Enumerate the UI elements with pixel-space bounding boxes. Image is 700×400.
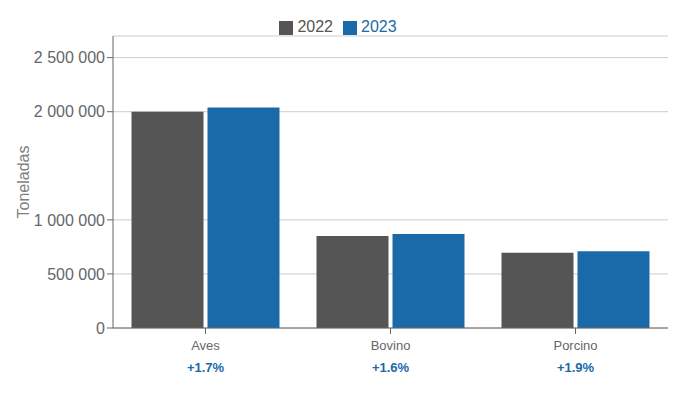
svg-text:1 000 000: 1 000 000	[34, 212, 105, 229]
svg-text:0: 0	[96, 320, 105, 337]
svg-text:+1.7%: +1.7%	[187, 360, 225, 375]
svg-text:Toneladas: Toneladas	[15, 146, 32, 219]
svg-text:2 000 000: 2 000 000	[34, 103, 105, 120]
html-text:2023: 2023	[361, 18, 397, 35]
svg-text:2 500 000: 2 500 000	[34, 49, 105, 66]
svg-text:500 000: 500 000	[47, 266, 105, 283]
svg-text:Porcino: Porcino	[553, 338, 597, 353]
html-text:2022: 2022	[297, 18, 333, 35]
svg-text:+1.9%: +1.9%	[557, 360, 595, 375]
svg-text:Bovino: Bovino	[371, 338, 411, 353]
svg-text:Aves: Aves	[191, 338, 220, 353]
svg-text:+1.6%: +1.6%	[372, 360, 410, 375]
